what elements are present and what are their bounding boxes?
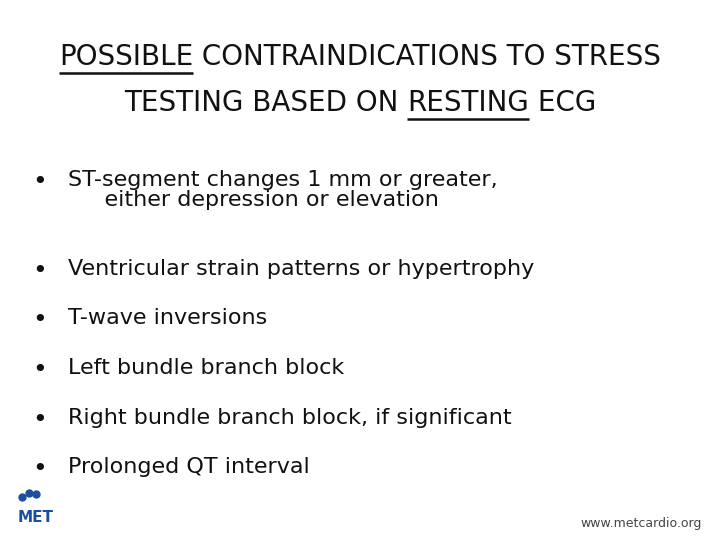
Text: •: • [32, 457, 47, 481]
Text: T-wave inversions: T-wave inversions [68, 308, 268, 328]
Text: •: • [32, 308, 47, 332]
Text: ECG: ECG [529, 89, 596, 117]
Text: RESTING: RESTING [407, 89, 529, 117]
Text: Right bundle branch block, if significant: Right bundle branch block, if significan… [68, 408, 512, 428]
Text: •: • [32, 408, 47, 431]
Text: www.metcardio.org: www.metcardio.org [580, 517, 702, 530]
Text: either depression or elevation: either depression or elevation [76, 190, 438, 210]
Text: •: • [32, 358, 47, 382]
Text: CONTRAINDICATIONS TO STRESS: CONTRAINDICATIONS TO STRESS [193, 43, 661, 71]
Text: •: • [32, 259, 47, 282]
Text: Prolonged QT interval: Prolonged QT interval [68, 457, 310, 477]
Text: Left bundle branch block: Left bundle branch block [68, 358, 345, 378]
Text: ST-segment changes 1 mm or greater,: ST-segment changes 1 mm or greater, [68, 170, 498, 190]
Text: MET: MET [18, 510, 54, 525]
Text: TESTING BASED ON: TESTING BASED ON [124, 89, 407, 117]
Text: •: • [32, 170, 47, 194]
Text: POSSIBLE: POSSIBLE [59, 43, 193, 71]
Text: Ventricular strain patterns or hypertrophy: Ventricular strain patterns or hypertrop… [68, 259, 535, 279]
